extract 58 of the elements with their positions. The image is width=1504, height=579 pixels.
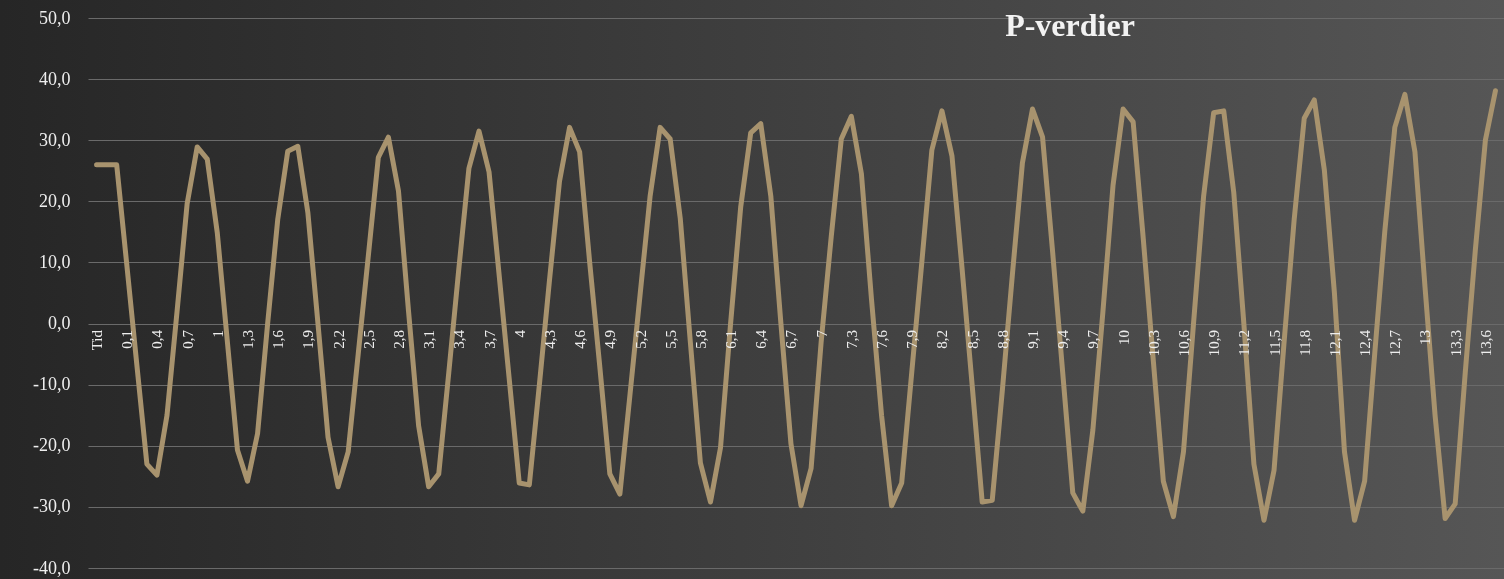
y-tick-label: -30,0 — [33, 496, 71, 517]
x-tick-label: 4,3 — [541, 330, 558, 349]
x-tick-label: 10,9 — [1206, 330, 1223, 357]
x-tick-label: 13,3 — [1447, 330, 1464, 357]
x-tick-label: 1,9 — [300, 330, 317, 349]
x-tick-label: 11,5 — [1266, 330, 1283, 356]
x-tick-label: 1 — [209, 330, 226, 338]
x-tick-label: 5,8 — [692, 330, 709, 349]
x-tick-label: 8,2 — [934, 330, 951, 349]
x-tick-label: 10,3 — [1145, 330, 1162, 357]
y-tick-label: 40,0 — [39, 68, 71, 89]
y-tick-label: 50,0 — [39, 7, 71, 28]
x-tick-label: 1,3 — [240, 330, 257, 349]
x-tick-label: 3,4 — [451, 329, 468, 349]
x-tick-label: 5,5 — [662, 330, 679, 349]
y-tick-label: 30,0 — [39, 129, 71, 150]
x-tick-label: 2,5 — [360, 330, 377, 349]
x-tick-label: 7,6 — [874, 329, 891, 349]
x-tick-label: 3,7 — [481, 329, 498, 349]
x-tick-label: 8,5 — [964, 330, 981, 349]
x-tick-label: 7,9 — [904, 330, 921, 349]
y-tick-label: 0,0 — [48, 313, 71, 334]
x-tick-label: 7,3 — [843, 330, 860, 349]
x-tick-label: 2,2 — [330, 330, 347, 349]
x-tick-label: 13 — [1417, 330, 1434, 346]
x-tick-label: 8,8 — [994, 330, 1011, 349]
x-tick-label: 5,2 — [632, 330, 649, 349]
x-tick-label: 13,6 — [1477, 329, 1494, 357]
x-tick-label: 4 — [511, 329, 528, 338]
x-tick-label: 10,6 — [1175, 329, 1192, 357]
x-tick-label: 1,6 — [270, 329, 287, 349]
y-tick-label: 10,0 — [39, 251, 71, 272]
x-tick-label: 6,7 — [783, 329, 800, 349]
x-tick-label: 11,8 — [1296, 330, 1313, 356]
x-tick-label: 9,4 — [1055, 329, 1072, 349]
x-tick-label: 7 — [813, 329, 830, 338]
x-tick-label: 12,4 — [1357, 329, 1374, 357]
x-tick-label: 4,6 — [572, 329, 589, 349]
y-tick-label: -10,0 — [33, 374, 71, 395]
x-tick-label: 0,1 — [119, 330, 136, 349]
x-tick-label: 4,9 — [602, 330, 619, 349]
chart-title: P-verdier — [1005, 7, 1135, 43]
x-tick-label: 3,1 — [421, 330, 438, 349]
x-tick-label: 12,7 — [1387, 329, 1404, 357]
x-tick-label: 12,1 — [1326, 330, 1343, 357]
x-tick-label: 0,7 — [179, 329, 196, 349]
x-tick-label: Tid — [89, 329, 106, 351]
x-tick-label: 9,7 — [1085, 329, 1102, 349]
x-tick-label: 11,2 — [1236, 330, 1253, 356]
y-tick-label: 20,0 — [39, 190, 71, 211]
x-tick-label: 2,8 — [390, 330, 407, 349]
x-tick-label: 10 — [1115, 330, 1132, 346]
x-tick-label: 6,4 — [753, 329, 770, 349]
x-tick-label: 6,1 — [723, 330, 740, 349]
x-tick-label: 0,4 — [149, 329, 166, 349]
y-tick-label: -20,0 — [33, 435, 71, 456]
y-tick-label: -40,0 — [33, 557, 71, 578]
x-tick-label: 9,1 — [1025, 330, 1041, 349]
